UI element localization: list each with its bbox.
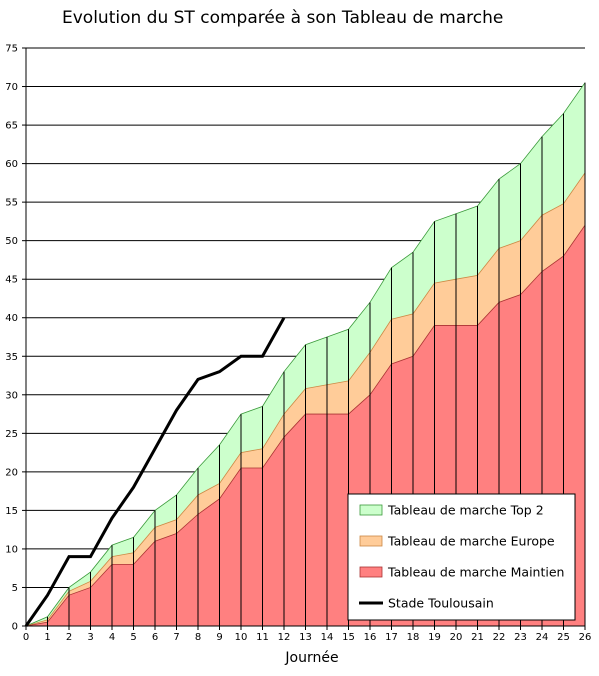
x-tick-label-0: 0 xyxy=(23,632,29,643)
x-tick-label-15: 15 xyxy=(342,632,355,643)
x-tick-label-14: 14 xyxy=(321,632,334,643)
legend-label: Tableau de marche Top 2 xyxy=(387,503,544,518)
legend-label: Tableau de marche Maintien xyxy=(387,565,564,580)
y-tick-label-50: 50 xyxy=(5,236,18,247)
x-tick-label-20: 20 xyxy=(450,632,463,643)
x-tick-label-7: 7 xyxy=(173,632,179,643)
legend-label: Tableau de marche Europe xyxy=(387,534,555,549)
x-tick-label-18: 18 xyxy=(407,632,420,643)
legend-swatch xyxy=(359,535,383,547)
y-tick-label-35: 35 xyxy=(5,352,18,363)
legend-box xyxy=(347,493,576,621)
x-tick-label-17: 17 xyxy=(385,632,398,643)
y-tick-label-70: 70 xyxy=(5,82,18,93)
x-tick-label-12: 12 xyxy=(278,632,291,643)
y-tick-label-75: 75 xyxy=(5,44,18,55)
x-tick-label-8: 8 xyxy=(195,632,201,643)
y-tick-label-55: 55 xyxy=(5,198,18,209)
y-tick-label-65: 65 xyxy=(5,121,18,132)
y-tick-label-40: 40 xyxy=(5,313,18,324)
x-tick-label-5: 5 xyxy=(130,632,136,643)
y-tick-label-20: 20 xyxy=(5,467,18,478)
x-tick-label-19: 19 xyxy=(428,632,441,643)
legend: Tableau de marche Top 2 Tableau de marche… xyxy=(347,493,576,621)
series-line-stade-toulousain xyxy=(24,317,286,627)
x-tick-label-2: 2 xyxy=(66,632,72,643)
legend-swatch xyxy=(359,504,383,516)
x-tick-label-4: 4 xyxy=(109,632,115,643)
y-tick-label-10: 10 xyxy=(5,544,18,555)
legend-label: Stade Toulousain xyxy=(388,596,494,611)
y-tick-label-0: 0 xyxy=(12,622,18,633)
x-axis-label: Journée xyxy=(285,650,339,666)
chart-title: Evolution du ST comparée à son Tableau d… xyxy=(62,8,504,28)
x-tick-label-25: 25 xyxy=(557,632,570,643)
x-tick-label-22: 22 xyxy=(493,632,506,643)
legend-swatch xyxy=(359,566,383,578)
x-tick-label-26: 26 xyxy=(579,632,592,643)
x-tick-label-23: 23 xyxy=(514,632,527,643)
x-tick-label-3: 3 xyxy=(87,632,93,643)
y-tick-label-15: 15 xyxy=(5,506,18,517)
y-tick-label-45: 45 xyxy=(5,275,18,286)
y-tick-label-5: 5 xyxy=(12,583,18,594)
x-tick-label-6: 6 xyxy=(152,632,158,643)
y-tick-label-30: 30 xyxy=(5,390,18,401)
line-layer xyxy=(24,317,286,627)
y-tick-label-60: 60 xyxy=(5,159,18,170)
x-tick-label-9: 9 xyxy=(216,632,222,643)
x-tick-label-21: 21 xyxy=(471,632,484,643)
x-tick-label-11: 11 xyxy=(256,632,269,643)
x-tick-label-24: 24 xyxy=(536,632,549,643)
x-tick-label-10: 10 xyxy=(235,632,248,643)
x-tick-label-13: 13 xyxy=(299,632,312,643)
y-tick-label-25: 25 xyxy=(5,429,18,440)
x-tick-label-16: 16 xyxy=(364,632,377,643)
x-tick-label-1: 1 xyxy=(44,632,50,643)
